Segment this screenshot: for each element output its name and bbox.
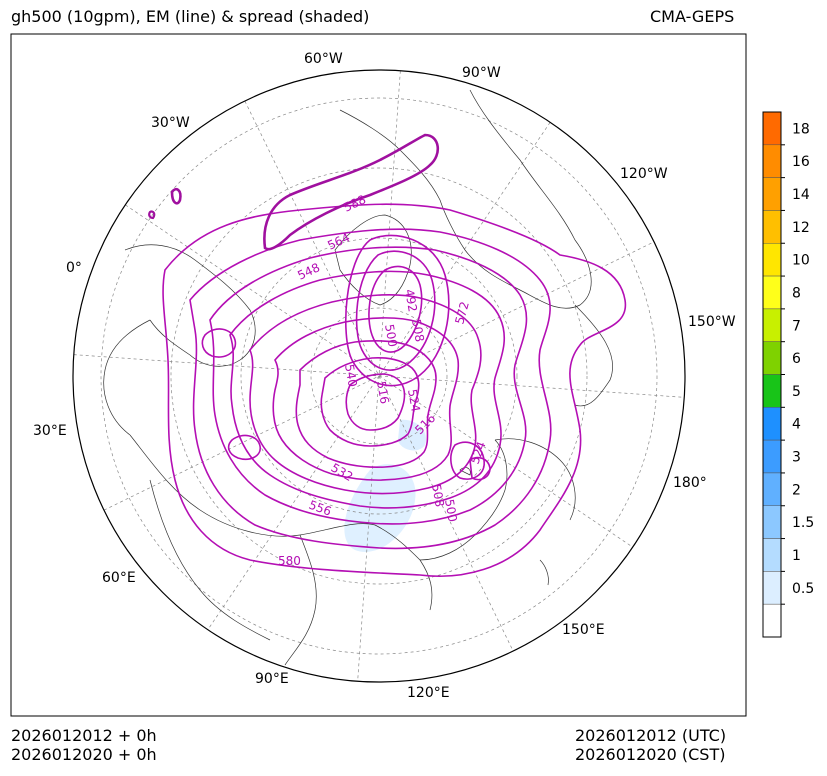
colorbar-segment xyxy=(762,472,782,506)
colorbar-segment xyxy=(762,144,782,178)
colorbar-segment xyxy=(762,308,782,342)
graticule-label: 90°W xyxy=(462,65,501,81)
colorbar-segment xyxy=(762,243,782,277)
meridians xyxy=(73,70,685,682)
graticule-label: 180° xyxy=(673,475,707,491)
colorbar-segment xyxy=(762,111,782,146)
colorbar-segment xyxy=(762,538,782,572)
contour-label: 516 xyxy=(374,380,392,405)
graticule-label: 90°E xyxy=(255,671,289,687)
graticule-label: 150°E xyxy=(562,622,605,638)
colorbar-label: 4 xyxy=(792,417,801,433)
colorbar-segment xyxy=(762,275,782,310)
contour-label: 532 xyxy=(329,460,356,484)
model-name: CMA-GEPS xyxy=(650,7,735,26)
contour-label: 556 xyxy=(307,498,333,519)
colorbar-label: 5 xyxy=(792,384,801,400)
colorbar-label: 2 xyxy=(792,482,801,498)
graticule-label: 60°W xyxy=(304,51,343,67)
map-frame xyxy=(10,33,747,717)
contour-588-isle xyxy=(170,187,182,205)
colorbar-label: 14 xyxy=(792,187,810,203)
colorbar-label: 6 xyxy=(792,351,801,367)
local-time-right: 2026012020 (CST) xyxy=(575,745,726,764)
colorbar-segment xyxy=(762,177,782,211)
colorbar-label: 10 xyxy=(792,253,810,269)
contour-label: 492 xyxy=(402,288,420,313)
graticule-label: 60°E xyxy=(102,570,136,586)
colorbar-label: 7 xyxy=(792,318,801,334)
contour-label: 564 xyxy=(325,230,352,252)
init-time-right: 2026012012 (UTC) xyxy=(575,726,727,745)
contour-label: 524 xyxy=(405,388,423,413)
graticule-label: 30°E xyxy=(33,423,67,439)
graticule-label: 0° xyxy=(66,260,82,276)
colorbar-segment xyxy=(762,210,782,244)
colorbar-label: 0.5 xyxy=(792,581,814,597)
colorbar-label: 16 xyxy=(792,154,810,170)
graticule-labels: 60°W 90°W 30°W 120°W 0° 150°W 30°E 180° 60°E 150°… xyxy=(33,51,736,701)
contour-label: 508 xyxy=(409,318,427,343)
colorbar-segment xyxy=(762,341,782,375)
graticule-label: 30°W xyxy=(151,115,190,131)
latitude-circles xyxy=(100,97,658,655)
colorbar-label: 18 xyxy=(792,121,810,137)
colorbar-segment xyxy=(762,603,782,638)
colorbar-label: 1.5 xyxy=(792,515,814,531)
colorbar-segment xyxy=(762,407,782,441)
contour-588-isle xyxy=(148,210,156,220)
chart-title: gh500 (10gpm), EM (line) & spread (shade… xyxy=(11,7,370,26)
local-time-left: 2026012020 + 0h xyxy=(11,745,157,764)
init-time-left: 2026012012 + 0h xyxy=(11,726,157,745)
colorbar-segment xyxy=(762,505,782,539)
colorbar: 18 16 14 12 10 8 7 6 5 4 3 2 1.5 1 0.5 xyxy=(762,111,814,638)
contour-label: 540 xyxy=(342,363,360,388)
graticule-label: 150°W xyxy=(688,314,736,330)
colorbar-segment xyxy=(762,571,782,605)
graticule-label: 120°W xyxy=(620,166,668,182)
colorbar-label: 1 xyxy=(792,548,801,564)
colorbar-label: 12 xyxy=(792,220,810,236)
colorbar-label: 8 xyxy=(792,285,801,301)
colorbar-label: 3 xyxy=(792,450,801,466)
graticule-label: 120°E xyxy=(407,685,450,701)
colorbar-segment xyxy=(762,374,782,408)
contour-label: 508 xyxy=(429,483,447,508)
meridian-line xyxy=(207,122,551,630)
contour-label: 500 xyxy=(382,323,400,348)
colorbar-segment xyxy=(762,439,782,474)
contour-label: 580 xyxy=(278,554,301,568)
contour-label: 572 xyxy=(452,300,471,326)
map-boundary xyxy=(72,69,686,683)
contour-lines xyxy=(162,203,627,577)
contour-588 xyxy=(263,133,439,251)
coastlines xyxy=(103,89,613,666)
contour-label: 500 xyxy=(442,498,460,523)
